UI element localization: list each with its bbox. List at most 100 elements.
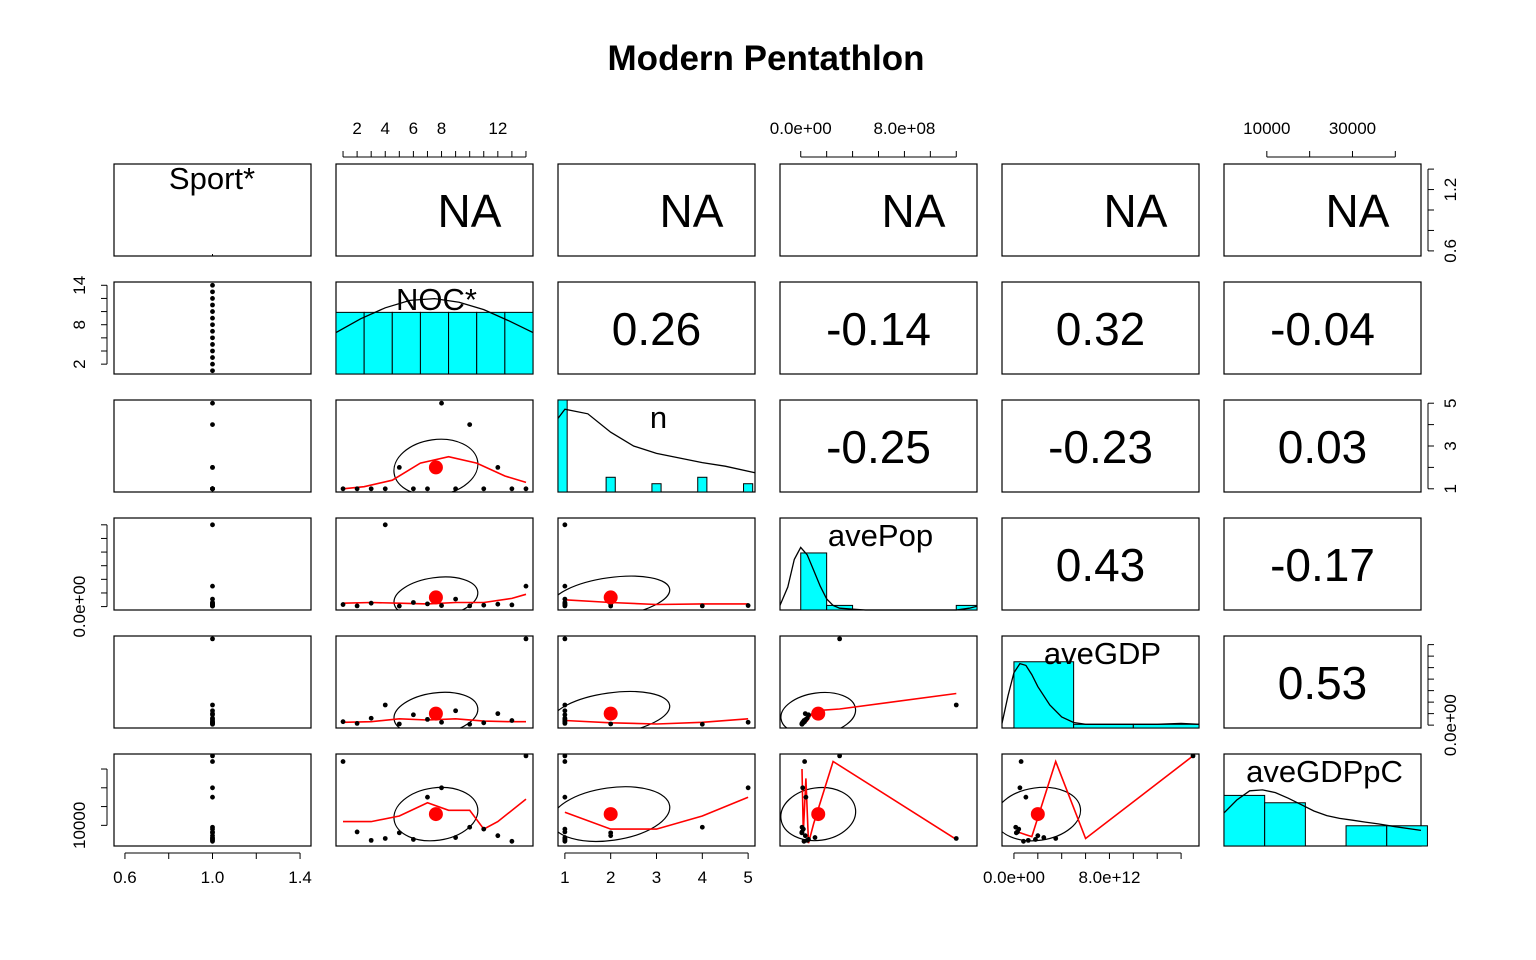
correlation-Sport-NOC: NA <box>438 185 502 237</box>
histogram-bar <box>504 311 534 375</box>
left-axis-label-NOC: 2 <box>70 359 89 368</box>
data-point <box>453 835 459 840</box>
data-point <box>210 309 215 314</box>
right-axis-label-aveGDP: 0.0e+00 <box>1441 694 1460 756</box>
mean-point <box>428 706 443 721</box>
right-axis-label-n: 3 <box>1441 441 1460 450</box>
data-point <box>481 486 487 492</box>
data-point <box>410 837 416 842</box>
data-point <box>467 721 473 727</box>
loess-smoother <box>564 718 749 725</box>
panel-frame-1-0 <box>113 281 312 375</box>
data-point <box>467 422 473 428</box>
correlation-ellipse <box>1002 786 1082 842</box>
data-point <box>467 603 473 609</box>
panel-frame-1-3 <box>779 281 978 375</box>
correlation-NOC-n: 0.26 <box>612 303 702 355</box>
data-point <box>210 636 215 642</box>
diagonal-label-NOC: NOC* <box>396 282 477 317</box>
panel-frame-5-2 <box>557 753 756 847</box>
data-point <box>453 708 459 714</box>
correlation-aveGDP-aveGDPpC: 0.53 <box>1278 657 1368 709</box>
correlation-ellipse <box>558 575 671 610</box>
mean-point <box>428 590 443 605</box>
data-point <box>382 486 388 492</box>
data-point <box>562 702 568 708</box>
histogram-bar <box>697 476 708 493</box>
density-curve <box>335 297 534 334</box>
data-point <box>562 794 568 800</box>
top-axis-label-NOC: 8 <box>437 119 446 138</box>
bottom-axis-label-n: 3 <box>652 868 661 887</box>
data-point <box>210 838 215 844</box>
data-point <box>210 282 215 288</box>
data-point <box>210 522 215 528</box>
data-point <box>562 835 568 840</box>
loess-smoother <box>342 455 527 490</box>
scatter-panel-n-Sport <box>210 400 215 492</box>
correlation-avePop-aveGDPpC: -0.17 <box>1270 539 1375 591</box>
histogram-bar <box>557 399 568 493</box>
scatter-panel-aveGDPpC-n <box>558 754 751 844</box>
diagonal-label-Sport: Sport* <box>169 161 255 196</box>
loess-smoother <box>803 692 957 724</box>
panel-frame-5-4 <box>1001 753 1200 847</box>
data-point <box>481 602 487 608</box>
data-point <box>210 422 215 428</box>
bottom-axis-label-n: 5 <box>743 868 752 887</box>
data-point <box>354 486 360 492</box>
data-point <box>562 759 568 764</box>
data-point <box>1016 826 1022 832</box>
data-point <box>368 486 374 492</box>
data-point <box>368 715 374 721</box>
data-point <box>210 754 215 759</box>
data-point <box>410 600 416 605</box>
data-point <box>396 464 402 470</box>
data-point <box>396 603 402 609</box>
data-point <box>382 836 388 841</box>
data-point <box>439 719 444 725</box>
data-point <box>812 835 818 840</box>
top-axis-label-NOC: 2 <box>352 119 361 138</box>
data-point <box>210 289 215 295</box>
data-point <box>210 602 215 608</box>
scatter-panel-NOC-Sport <box>210 282 215 374</box>
data-point <box>210 342 215 347</box>
data-point <box>425 716 430 722</box>
data-point <box>340 759 346 764</box>
mean-point <box>811 706 826 721</box>
data-point <box>495 833 501 839</box>
bottom-axis-label-Sport: 1.4 <box>288 868 312 887</box>
data-point <box>1025 837 1031 843</box>
data-point <box>439 400 444 406</box>
data-point <box>368 600 374 606</box>
data-point <box>801 838 807 844</box>
correlation-ellipse <box>558 786 671 842</box>
data-point <box>439 785 444 791</box>
correlation-Sport-n: NA <box>660 185 724 237</box>
data-point <box>562 838 568 844</box>
mean-point <box>811 807 826 822</box>
data-point <box>1017 785 1023 791</box>
scatter-panel-n-NOC <box>340 400 529 492</box>
loess-smoother <box>801 760 957 844</box>
data-point <box>699 721 705 727</box>
loess-smoother <box>564 599 749 606</box>
correlation-Sport-avePop: NA <box>882 185 946 237</box>
data-point <box>837 636 843 642</box>
data-point <box>210 718 215 723</box>
histogram-bar <box>1264 802 1306 847</box>
panel-frame-2-4 <box>1001 399 1200 493</box>
histogram-bar <box>448 311 478 375</box>
panel-frame-1-2 <box>557 281 756 375</box>
data-point <box>562 602 568 608</box>
panel-frame-4-3 <box>779 635 978 729</box>
scatter-panel-aveGDP-NOC <box>340 636 529 728</box>
panel-frame-1-5 <box>1223 281 1422 375</box>
top-axis-label-NOC: 6 <box>409 119 418 138</box>
panel-frame-5-3 <box>779 753 978 847</box>
data-point <box>837 754 843 759</box>
data-point <box>699 824 705 830</box>
data-point <box>210 348 215 354</box>
